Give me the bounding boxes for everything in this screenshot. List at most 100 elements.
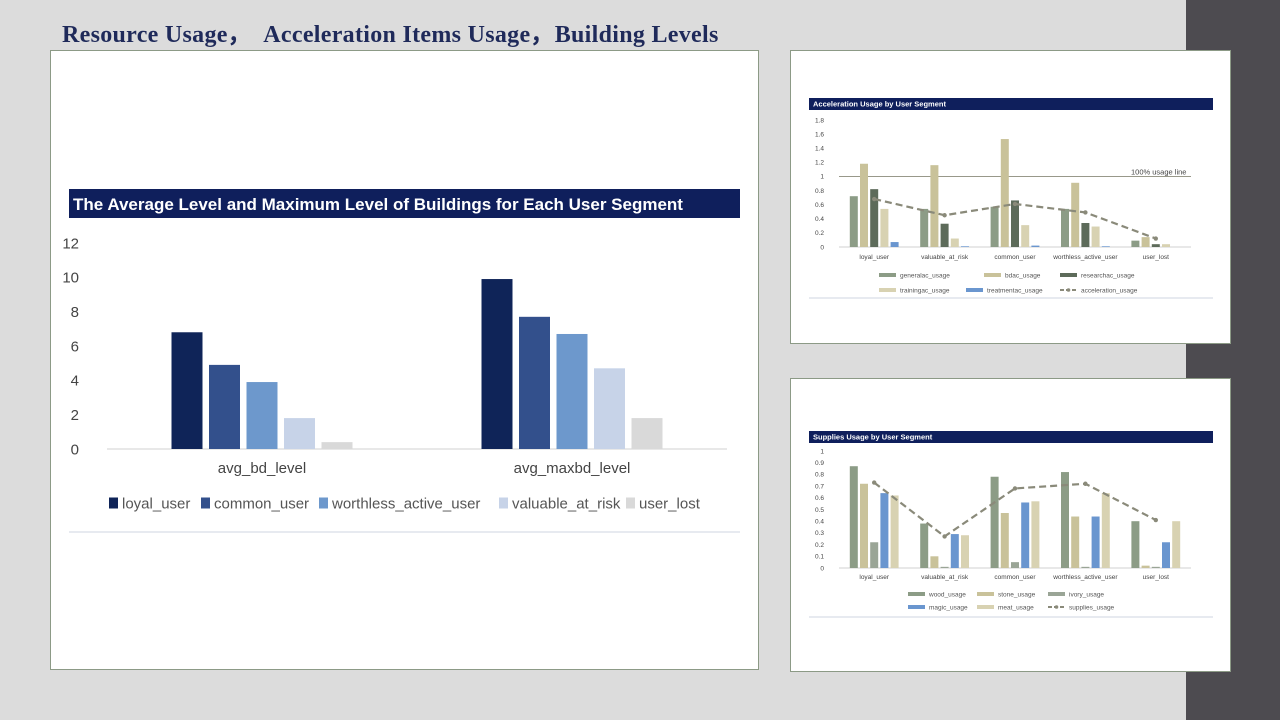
x-category-label: worthless_active_user	[1052, 254, 1118, 261]
y-tick-label: 0.9	[815, 460, 824, 467]
y-tick-label: 1	[820, 174, 824, 181]
bar-trainingac_usage-user_lost	[1162, 244, 1170, 247]
bar-meat_usage-valuable_at_risk	[961, 535, 969, 568]
legend-label-meat_usage: meat_usage	[998, 604, 1034, 611]
bar-researchac_usage-loyal_user	[870, 189, 879, 247]
x-category-label: valuable_at_risk	[921, 574, 969, 581]
supplies-usage-panel: Supplies Usage by User Segment 0 0.1 0.2 0.3…	[790, 378, 1231, 672]
acceleration-usage-panel: Acceleration Usage by User Segment 0 0.2 0.…	[790, 50, 1231, 344]
legend-label-valuable_at_risk: valuable_at_risk	[512, 495, 621, 512]
legend-label-worthless_active_user: worthless_active_user	[331, 495, 480, 512]
bar-meat_usage-worthless_active_user	[1101, 493, 1110, 568]
bar-ivory_usage-user_lost	[1151, 566, 1160, 568]
line-point-acceleration_usage	[942, 213, 947, 218]
legend-label-trainingac_usage: trainingac_usage	[900, 287, 950, 294]
y-tick-label: 1.6	[815, 131, 824, 138]
y-tick-label: 0.6	[815, 202, 824, 209]
y-tick-label: 1.8	[815, 117, 824, 124]
x-category-label: valuable_at_risk	[921, 254, 969, 261]
line-point-acceleration_usage	[1083, 210, 1088, 215]
bar-ivory_usage-valuable_at_risk	[940, 566, 949, 568]
bar-magic_usage-valuable_at_risk	[950, 534, 959, 568]
legend-swatch-wood_usage	[908, 592, 925, 596]
line-point-supplies_usage	[1012, 486, 1018, 491]
y-tick-label: 0.1	[815, 554, 824, 561]
bar-treatmentac_usage-loyal_user	[890, 242, 899, 247]
legend-marker-acceleration_usage	[1066, 288, 1071, 292]
y-tick-label: 0.5	[815, 507, 824, 514]
bar-trainingac_usage-loyal_user	[880, 208, 889, 247]
bar-researchac_usage-worthless_active_user	[1081, 223, 1090, 247]
legend-label-generalac_usage: generalac_usage	[900, 272, 950, 279]
building-levels-panel: The Average Level and Maximum Level of B…	[50, 50, 759, 670]
y-tick-label: 0.7	[815, 483, 824, 490]
bar-generalac_usage-user_lost	[1131, 240, 1140, 247]
line-point-acceleration_usage	[1153, 236, 1158, 241]
legend-label-common_user: common_user	[214, 495, 309, 512]
legend-swatch-ivory_usage	[1048, 592, 1065, 596]
y-tick-label: 0.8	[815, 188, 824, 195]
y-tick-label: 2	[71, 407, 79, 424]
y-tick-label: 0.2	[815, 542, 824, 549]
x-category-label: avg_maxbd_level	[514, 460, 631, 477]
bar-loyal_user-avg_bd_level	[171, 332, 203, 449]
y-tick-label: 0.4	[815, 518, 824, 525]
bar-bdac_usage-user_lost	[1141, 237, 1150, 247]
y-tick-label: 0	[820, 244, 824, 251]
bar-user_lost-avg_maxbd_level	[631, 418, 663, 449]
legend-swatch-bdac_usage	[984, 273, 1001, 277]
bar-valuable_at_risk-avg_maxbd_level	[594, 368, 625, 449]
supplies-usage-chart: Supplies Usage by User Segment 0 0.1 0.2 0.3…	[809, 431, 1213, 618]
chart-title-banner	[809, 431, 1213, 443]
y-tick-label: 0.3	[815, 530, 824, 537]
legend-label-stone_usage: stone_usage	[998, 591, 1036, 598]
bar-bdac_usage-common_user	[1000, 139, 1009, 247]
bar-ivory_usage-loyal_user	[870, 542, 879, 568]
bar-magic_usage-worthless_active_user	[1091, 516, 1100, 568]
y-tick-label: 1	[820, 448, 824, 455]
y-tick-label: 0.2	[815, 230, 824, 237]
x-category-label: common_user	[994, 254, 1036, 261]
bar-trainingac_usage-common_user	[1021, 225, 1030, 247]
legend-label-treatmentac_usage: treatmentac_usage	[987, 287, 1043, 294]
legend-label-acceleration_usage: acceleration_usage	[1081, 287, 1138, 294]
bar-treatmentac_usage-common_user	[1031, 245, 1040, 247]
legend-swatch-meat_usage	[977, 605, 994, 609]
y-tick-label: 6	[71, 338, 79, 355]
bar-wood_usage-loyal_user	[849, 466, 858, 568]
x-category-label: loyal_user	[859, 254, 889, 261]
bar-researchac_usage-user_lost	[1151, 244, 1160, 247]
x-category-label: user_lost	[1143, 574, 1170, 581]
bar-stone_usage-loyal_user	[860, 483, 868, 568]
bar-valuable_at_risk-avg_bd_level	[284, 418, 315, 449]
building-levels-chart: The Average Level and Maximum Level of B…	[62, 189, 740, 533]
bar-trainingac_usage-valuable_at_risk	[950, 238, 959, 247]
legend-swatch-generalac_usage	[879, 273, 896, 277]
legend-label-loyal_user: loyal_user	[122, 495, 190, 512]
bar-magic_usage-loyal_user	[880, 493, 889, 568]
bar-trainingac_usage-worthless_active_user	[1091, 226, 1100, 247]
legend-label-bdac_usage: bdac_usage	[1005, 272, 1041, 279]
legend-swatch-trainingac_usage	[879, 288, 896, 292]
bar-researchac_usage-common_user	[1011, 200, 1019, 247]
legend-marker-supplies_usage	[1054, 605, 1059, 609]
y-tick-label: 0.8	[815, 472, 824, 479]
bar-treatmentac_usage-valuable_at_risk	[961, 246, 969, 247]
line-point-supplies_usage	[872, 480, 877, 485]
y-tick-label: 4	[71, 373, 79, 390]
y-tick-label: 0.6	[815, 495, 824, 502]
legend-label-researchac_usage: researchac_usage	[1081, 272, 1135, 279]
line-point-supplies_usage	[942, 534, 947, 539]
legend-swatch-common_user	[201, 497, 210, 509]
y-tick-label: 1.2	[815, 160, 824, 167]
line-point-acceleration_usage	[872, 196, 877, 202]
bar-stone_usage-user_lost	[1141, 565, 1150, 568]
bar-generalac_usage-common_user	[990, 206, 999, 247]
line-point-acceleration_usage	[1012, 201, 1018, 207]
legend-label-user_lost: user_lost	[639, 495, 701, 512]
x-category-label: user_lost	[1143, 254, 1170, 261]
reference-line-label: 100% usage line	[1131, 167, 1186, 176]
legend-swatch-stone_usage	[977, 592, 994, 596]
line-supplies_usage	[873, 481, 1157, 538]
bar-ivory_usage-common_user	[1011, 562, 1019, 568]
